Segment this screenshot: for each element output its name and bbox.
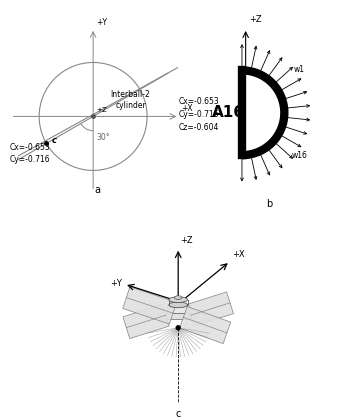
Ellipse shape [174, 296, 182, 300]
Text: 30°: 30° [96, 133, 110, 142]
Text: Cy=-0.716: Cy=-0.716 [179, 110, 219, 119]
Text: a: a [94, 185, 100, 195]
Text: w16: w16 [292, 151, 308, 160]
Text: A16: A16 [212, 105, 245, 120]
Ellipse shape [169, 297, 188, 303]
Polygon shape [165, 313, 192, 319]
Polygon shape [123, 304, 169, 339]
Text: +Z: +Z [180, 236, 193, 245]
Text: Interball-2
cylinder: Interball-2 cylinder [111, 90, 151, 110]
Text: +Y: +Y [96, 18, 107, 27]
Text: c: c [175, 409, 181, 419]
Text: +X: +X [181, 104, 192, 114]
Text: Cz=-0.604: Cz=-0.604 [179, 123, 219, 132]
Text: b: b [266, 199, 272, 209]
Text: +Z: +Z [96, 107, 107, 113]
Polygon shape [167, 305, 190, 313]
Text: +Z: +Z [249, 15, 262, 24]
Text: w1: w1 [294, 65, 304, 74]
Circle shape [176, 326, 181, 330]
Text: +Y: +Y [110, 279, 121, 287]
Text: Cy=-0.716: Cy=-0.716 [9, 155, 50, 164]
Polygon shape [180, 307, 231, 344]
Polygon shape [187, 292, 234, 326]
Ellipse shape [169, 302, 188, 308]
Text: +X: +X [232, 250, 245, 259]
Text: c: c [52, 136, 57, 145]
Text: Cx=-0.653: Cx=-0.653 [9, 143, 50, 153]
Polygon shape [123, 287, 176, 324]
Text: Cx=-0.653: Cx=-0.653 [179, 97, 219, 106]
